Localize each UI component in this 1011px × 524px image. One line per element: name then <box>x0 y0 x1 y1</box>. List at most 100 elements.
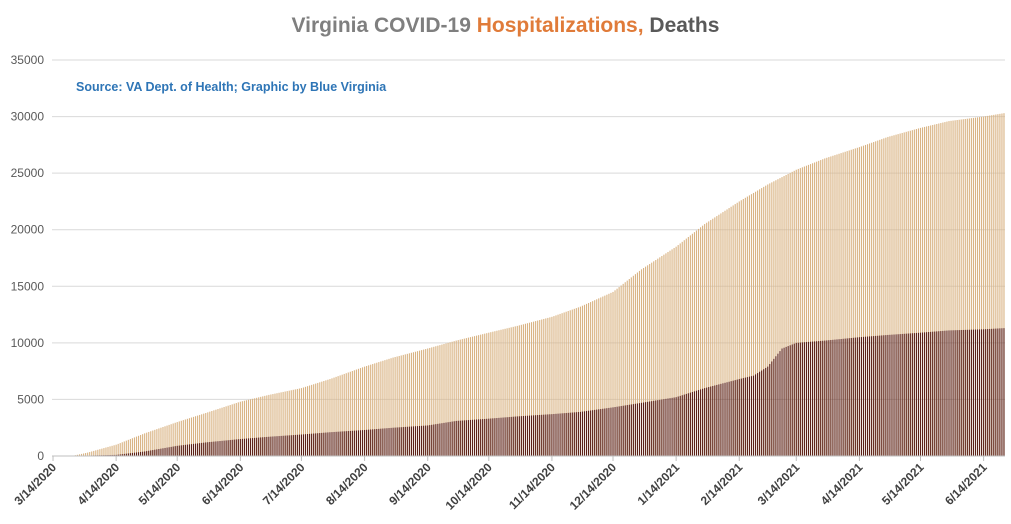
bar <box>156 429 158 456</box>
bar <box>795 169 797 456</box>
bar <box>254 398 256 456</box>
bar <box>245 400 248 456</box>
bar <box>364 366 366 456</box>
bar <box>736 379 738 456</box>
bar <box>759 189 761 456</box>
x-tick-label: 5/14/2021 <box>879 460 927 508</box>
chart-title-part-3: Deaths <box>649 14 720 37</box>
bar <box>296 434 298 456</box>
bar <box>435 424 437 456</box>
bar <box>512 416 514 456</box>
bar <box>392 357 394 456</box>
bar <box>681 395 683 456</box>
bar <box>364 429 366 456</box>
bar <box>127 439 129 456</box>
bar <box>915 129 917 456</box>
bar <box>463 338 465 456</box>
bar <box>926 332 928 456</box>
bar <box>583 411 586 456</box>
bar <box>974 117 977 456</box>
bar <box>284 435 286 456</box>
bar <box>140 451 142 456</box>
bar <box>502 329 504 456</box>
bar <box>551 316 553 456</box>
bar <box>406 426 408 456</box>
bar <box>866 336 869 456</box>
bar <box>500 329 502 456</box>
bar <box>981 116 983 456</box>
bar <box>636 403 638 456</box>
bar <box>93 450 95 456</box>
bar <box>421 425 423 456</box>
bar <box>374 363 376 456</box>
bar <box>761 188 763 456</box>
bar <box>600 297 602 456</box>
bar <box>463 420 465 456</box>
bar <box>946 330 948 456</box>
bar <box>319 433 321 456</box>
bar <box>129 439 131 456</box>
bar <box>960 330 962 456</box>
bar <box>626 280 628 456</box>
bar <box>416 351 419 456</box>
bar <box>891 135 893 456</box>
bar <box>488 418 490 456</box>
bar <box>410 426 412 456</box>
x-tick-label: 6/14/2021 <box>942 460 990 508</box>
bar <box>842 338 844 456</box>
bar <box>663 254 665 456</box>
bar <box>944 330 946 456</box>
bar <box>693 232 696 456</box>
bar <box>585 303 588 456</box>
bar <box>805 342 808 456</box>
bar <box>304 434 307 456</box>
x-tick-label: 2/14/2021 <box>698 460 746 508</box>
bar <box>233 403 235 456</box>
bar <box>321 381 323 456</box>
bar <box>239 401 241 456</box>
bar <box>335 376 337 456</box>
bar <box>710 386 712 456</box>
bar <box>561 413 563 456</box>
bar <box>437 345 439 456</box>
bar <box>704 388 706 456</box>
bar <box>270 394 272 456</box>
bar <box>708 221 710 456</box>
bar <box>917 332 920 456</box>
bar <box>95 450 97 456</box>
bar <box>789 172 791 456</box>
bar <box>105 447 107 456</box>
bar <box>675 397 677 456</box>
bar <box>809 164 812 456</box>
bar <box>799 342 801 456</box>
bar <box>921 332 924 456</box>
bar <box>412 426 415 456</box>
bar <box>816 341 818 456</box>
bar <box>526 323 529 456</box>
bar <box>254 437 256 456</box>
bar <box>290 390 292 456</box>
bar <box>400 427 402 456</box>
bar <box>414 426 417 456</box>
bar <box>702 225 704 456</box>
bar <box>750 376 753 456</box>
bar <box>307 434 309 456</box>
bar <box>940 331 942 456</box>
bar <box>757 190 759 456</box>
y-tick-label: 5000 <box>17 392 44 406</box>
bar <box>433 424 435 456</box>
bar <box>459 339 461 456</box>
bar <box>801 167 803 456</box>
bar <box>172 423 174 456</box>
bar <box>390 427 392 456</box>
x-tick-label: 4/14/2020 <box>75 460 123 508</box>
y-tick-label: 20000 <box>11 223 45 237</box>
bar <box>382 428 384 456</box>
bar <box>854 337 856 456</box>
bar <box>793 343 795 456</box>
bar <box>1003 328 1005 456</box>
bar <box>683 394 685 456</box>
bar <box>970 118 972 457</box>
